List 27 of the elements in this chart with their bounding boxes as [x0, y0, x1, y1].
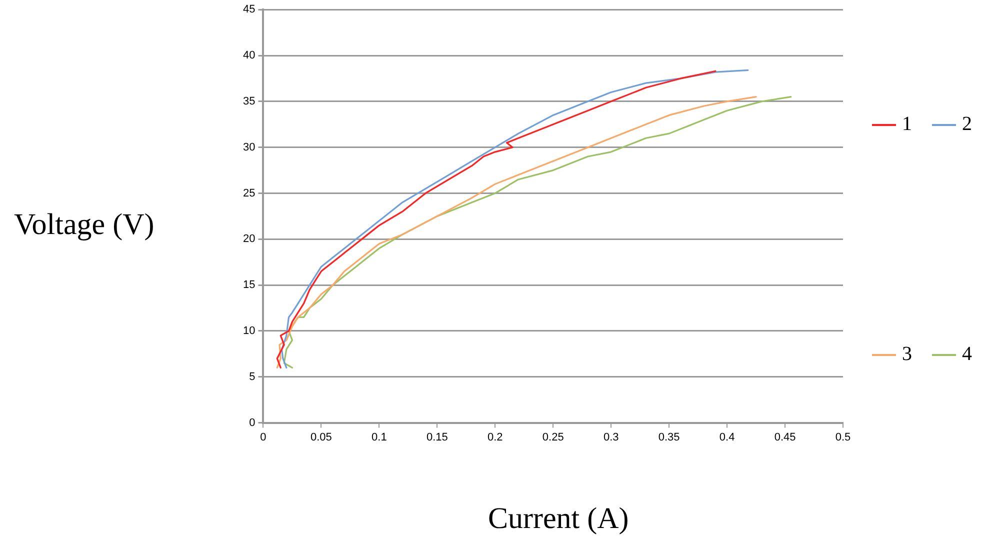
x-tick-label: 0.35	[658, 431, 680, 444]
x-tick-label: 0.2	[487, 431, 503, 444]
y-tick-label: 25	[242, 187, 256, 200]
legend-label: 1	[902, 113, 912, 136]
legend-label: 2	[962, 113, 972, 136]
y-tick-label: 45	[242, 4, 256, 16]
legend-label: 3	[902, 343, 912, 366]
x-tick-label: 0.4	[719, 431, 735, 444]
y-tick-label: 15	[242, 279, 256, 292]
y-tick-label: 35	[242, 95, 256, 108]
x-tick-label: 0.3	[603, 431, 619, 444]
y-tick-label: 10	[242, 325, 256, 338]
x-tick-label: 0.1	[372, 431, 387, 444]
y-tick-label: 30	[242, 141, 256, 154]
x-tick-label: 0.45	[774, 431, 796, 444]
x-tick-label: 0.15	[426, 431, 448, 444]
y-tick-label: 40	[242, 50, 256, 62]
x-tick-label: 0	[260, 431, 266, 444]
x-axis-title: Current (A)	[488, 502, 629, 536]
y-tick-label: 20	[242, 233, 256, 246]
x-tick-label: 0.25	[542, 431, 564, 444]
y-tick-label: 0	[249, 416, 256, 429]
y-tick-label: 5	[249, 370, 256, 383]
x-tick-label: 0.5	[835, 431, 851, 444]
legend-label: 4	[962, 343, 972, 366]
x-tick-label: 0.05	[310, 431, 332, 444]
y-axis-title: Voltage (V)	[14, 208, 154, 242]
